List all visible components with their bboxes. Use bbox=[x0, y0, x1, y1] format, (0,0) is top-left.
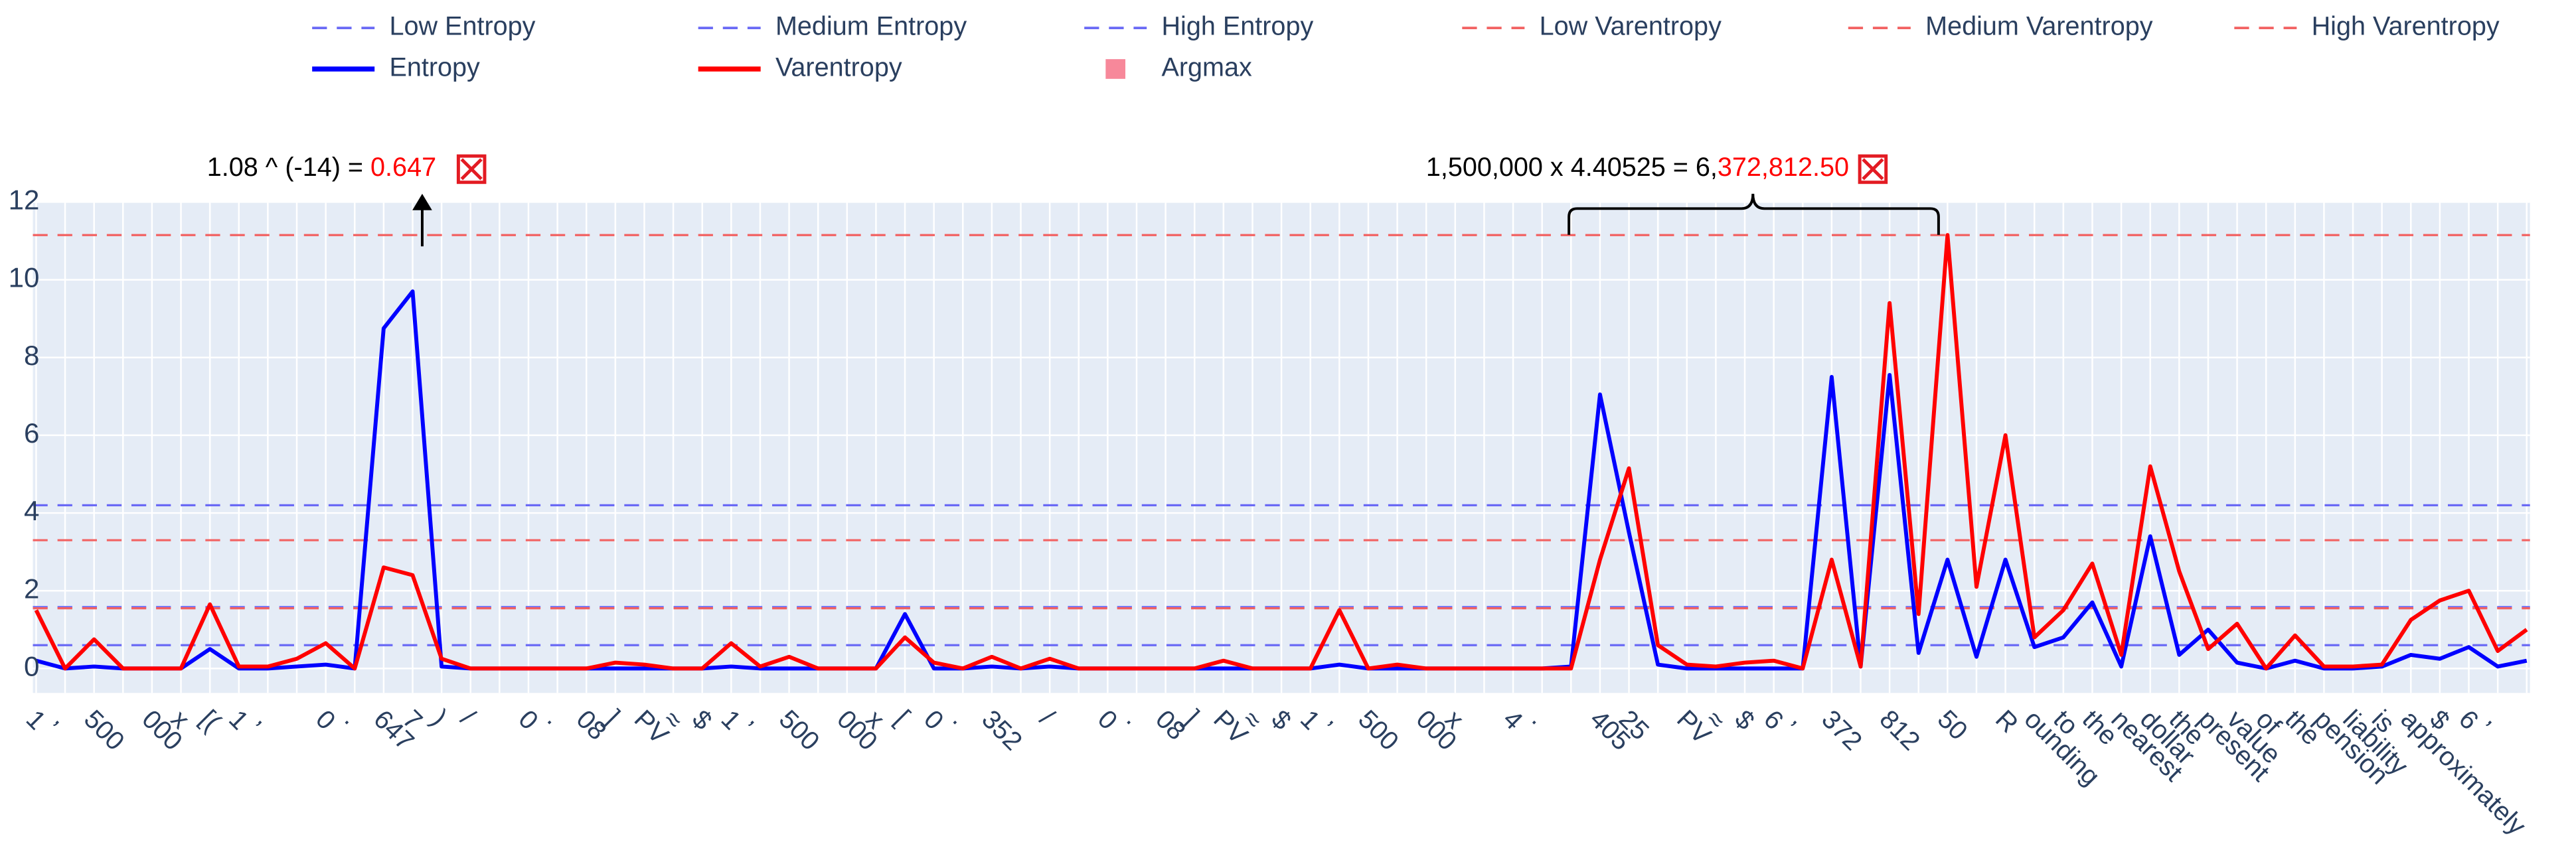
annotation-part: 1,500,000 x 4.40525 = 6, bbox=[1426, 153, 1718, 182]
x-tick-label: / bbox=[1034, 705, 1060, 731]
x-tick-label: 500 bbox=[1352, 705, 1404, 756]
x-tick-label: 372 bbox=[1816, 705, 1868, 756]
legend-label: Medium Entropy bbox=[775, 12, 967, 41]
x-tick-label: 50 bbox=[1932, 705, 1973, 746]
x-tick-label: $ bbox=[686, 705, 718, 736]
legend-swatch bbox=[1105, 59, 1126, 79]
x-tick-label: [( bbox=[195, 705, 226, 737]
x-tick-label: 500 bbox=[78, 705, 130, 756]
annotation-part: 0.647 bbox=[370, 153, 436, 182]
x-tick-label: 6 bbox=[2453, 705, 2484, 736]
legend-label: Low Varentropy bbox=[1540, 12, 1722, 41]
x-tick-label: 1 bbox=[21, 705, 52, 736]
y-tick-label: 6 bbox=[24, 417, 39, 449]
annotation: 1.08 ^ (-14) = 0.647 bbox=[207, 153, 436, 182]
y-tick-label: 10 bbox=[9, 262, 40, 293]
x-tick-label: 812 bbox=[1874, 705, 1925, 756]
x-tick-label: , bbox=[2482, 705, 2508, 731]
y-tick-label: 8 bbox=[24, 340, 39, 371]
legend-label: High Entropy bbox=[1161, 12, 1313, 41]
x-tick-label: 0 bbox=[1092, 705, 1123, 736]
x-tick-label: 1 bbox=[1295, 705, 1326, 736]
annotation-part: 1.08 ^ (-14) = bbox=[207, 153, 370, 182]
x-tick-label: , bbox=[49, 705, 75, 731]
x-tick-label: , bbox=[744, 705, 770, 731]
x-tick-label: , bbox=[1787, 705, 1813, 731]
grid bbox=[33, 201, 2530, 693]
x-tick-label: , bbox=[252, 705, 278, 731]
x-tick-label: 0 bbox=[310, 705, 341, 736]
reference-lines bbox=[33, 234, 2530, 646]
series-line bbox=[34, 233, 2528, 671]
legend-label: Medium Varentropy bbox=[1925, 12, 2153, 41]
annotation-part: 372,812.50 bbox=[1718, 153, 1849, 182]
x-tick-label: 6 bbox=[1758, 705, 1789, 736]
y-tick-label: 0 bbox=[24, 650, 39, 681]
x-tick-label: $ bbox=[1265, 705, 1297, 736]
x-tick-label: 0 bbox=[513, 705, 544, 736]
annotation-arrowhead bbox=[412, 194, 432, 210]
annotations: 1.08 ^ (-14) = 0.647 1,500,000 x 4.40525 … bbox=[207, 153, 1940, 247]
x-tick-label: 352 bbox=[976, 705, 1028, 756]
y-tick-label: 2 bbox=[24, 573, 39, 604]
x-tick-label: 0 bbox=[918, 705, 949, 736]
series-lines bbox=[34, 233, 2528, 671]
x-tick-label: [ bbox=[889, 705, 915, 731]
x-tick-label: 1 bbox=[223, 705, 254, 736]
annotation: 1,500,000 x 4.40525 = 6,372,812.50 bbox=[1426, 153, 1849, 182]
x-tick-label: 4 bbox=[1497, 705, 1528, 736]
x-tick-label: $ bbox=[1729, 705, 1760, 736]
legend: Low Entropy Medium Entropy High Entropy Low… bbox=[312, 12, 2500, 82]
x-tick-label: / bbox=[455, 705, 481, 731]
x-tick-label: . bbox=[1526, 705, 1552, 731]
x-tick-label: ) bbox=[426, 705, 452, 731]
x-tick-label: . bbox=[339, 705, 365, 731]
x-tick-label: 1 bbox=[716, 705, 747, 736]
y-tick-label: 4 bbox=[24, 495, 39, 526]
x-tick-label: R bbox=[1990, 705, 2024, 739]
x-tick-label: . bbox=[542, 705, 568, 731]
x-tick-label: . bbox=[947, 705, 973, 731]
legend-label: High Varentropy bbox=[2312, 12, 2500, 41]
legend-label: Varentropy bbox=[775, 52, 902, 82]
x-tick-label: 500 bbox=[773, 705, 825, 756]
y-tick-label: 12 bbox=[9, 184, 40, 216]
x-tick-label: , bbox=[1324, 705, 1350, 731]
legend-label: Low Entropy bbox=[389, 12, 535, 41]
legend-label: Argmax bbox=[1161, 52, 1252, 82]
x-icon bbox=[456, 154, 1888, 184]
legend-label: Entropy bbox=[389, 52, 480, 82]
x-tick-label: . bbox=[1121, 705, 1147, 731]
